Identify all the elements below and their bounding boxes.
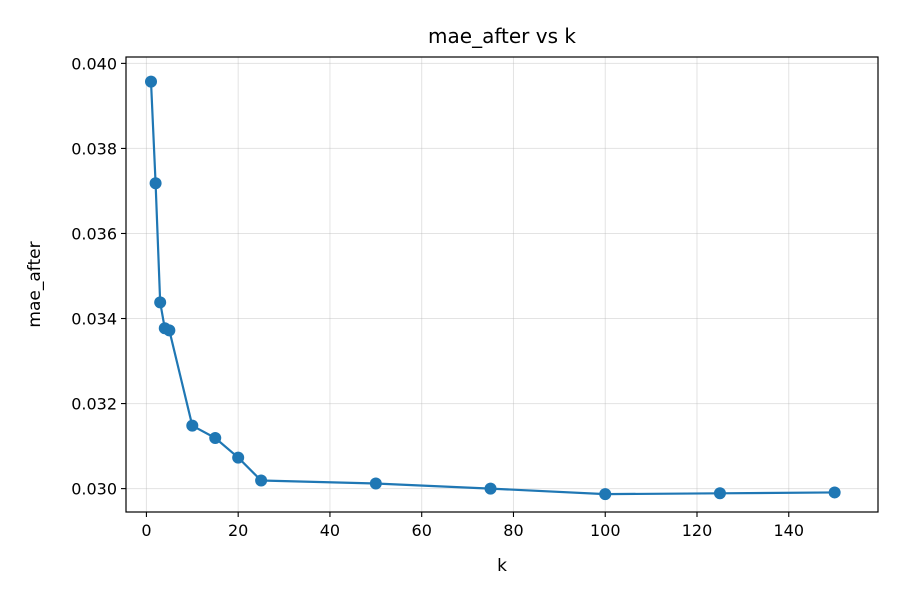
data-point: [255, 474, 268, 487]
data-point: [232, 451, 245, 464]
data-point: [599, 488, 612, 501]
data-point: [484, 482, 497, 495]
y-axis-label: mae_after: [25, 241, 45, 327]
data-point: [186, 419, 199, 432]
x-tick-label: 40: [320, 521, 340, 540]
x-tick-label: 20: [228, 521, 248, 540]
y-tick-label: 0.032: [71, 395, 117, 414]
x-tick-label: 80: [503, 521, 523, 540]
x-tick-label: 100: [590, 521, 621, 540]
x-axis-label: k: [497, 556, 507, 576]
x-tick-label: 60: [412, 521, 432, 540]
data-point: [149, 177, 162, 190]
grid: [126, 57, 878, 512]
chart-title: mae_after vs k: [428, 24, 576, 48]
y-tick-label: 0.038: [71, 139, 117, 158]
data-point: [209, 432, 222, 445]
series-layer: [145, 75, 841, 501]
plot-frame: [125, 56, 879, 513]
ticks-layer: 0 20 40 60 80 100 120 140 0.030 0.032 0.034 0.036 0.…: [71, 54, 804, 540]
y-tick-label: 0.040: [71, 54, 117, 73]
x-tick-label: 120: [682, 521, 713, 540]
data-point: [369, 477, 382, 490]
data-point: [163, 324, 176, 337]
data-point: [145, 75, 158, 88]
data-point: [154, 296, 167, 309]
data-point: [828, 486, 841, 499]
y-tick-label: 0.030: [71, 480, 117, 499]
y-tick-label: 0.034: [71, 310, 117, 329]
x-tick-label: 140: [773, 521, 804, 540]
y-tick-label: 0.036: [71, 224, 117, 243]
data-point: [713, 487, 726, 500]
x-tick-label: 0: [141, 521, 151, 540]
